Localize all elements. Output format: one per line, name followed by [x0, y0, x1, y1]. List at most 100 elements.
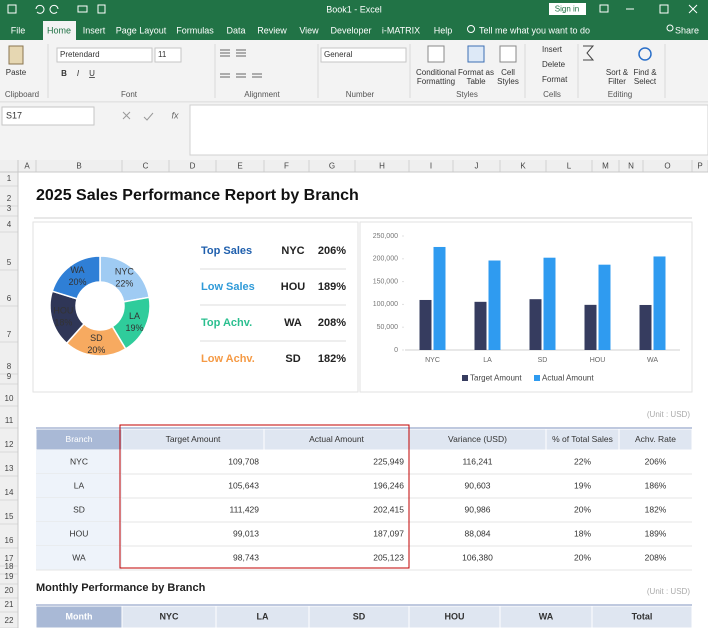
table-header: % of Total Sales [552, 434, 613, 444]
summary-label: Top Achv. [201, 317, 252, 329]
row-header[interactable]: 8 [7, 362, 12, 371]
row-header[interactable]: 14 [5, 488, 14, 497]
summary-value: 208% [318, 317, 346, 329]
table-cell: HOU [70, 528, 89, 538]
donut-category-label: NYC [115, 266, 135, 276]
column-header[interactable]: P [697, 162, 702, 171]
row-header[interactable]: 19 [5, 572, 14, 581]
ribbon-tab[interactable]: Review [257, 25, 287, 35]
column-header[interactable]: C [143, 162, 149, 171]
row-header[interactable]: 6 [7, 294, 12, 303]
section-title: Monthly Performance by Branch [36, 582, 206, 594]
ribbon-group-label: Editing [608, 90, 632, 99]
column-header[interactable]: A [24, 162, 30, 171]
font-name[interactable]: Pretendard [60, 50, 100, 59]
font-size[interactable]: 11 [158, 50, 167, 59]
row-header[interactable]: 9 [7, 372, 12, 381]
bar [434, 247, 446, 350]
row-header[interactable]: 10 [5, 394, 14, 403]
ribbon-tab[interactable]: Insert [83, 25, 106, 35]
row-header[interactable]: 2 [7, 194, 12, 203]
format-table-icon[interactable] [468, 46, 484, 62]
table-cell: 186% [645, 480, 667, 490]
ribbon-tab[interactable]: Page Layout [116, 25, 167, 35]
ribbon-tab[interactable]: File [11, 25, 26, 35]
row-header[interactable]: 1 [7, 174, 12, 183]
column-header[interactable]: J [475, 162, 479, 171]
summary-value: 189% [318, 281, 346, 293]
column-header[interactable]: D [190, 162, 196, 171]
conditional-formatting-icon[interactable] [428, 46, 444, 62]
share[interactable]: Share [675, 25, 699, 35]
sign-in[interactable]: Sign in [555, 5, 579, 14]
cells-button[interactable]: Insert [542, 45, 563, 54]
editing-button[interactable]: Filter [608, 77, 626, 86]
table-cell: 196,246 [373, 480, 404, 490]
number-format[interactable]: General [324, 50, 353, 59]
row-header[interactable]: 15 [5, 512, 14, 521]
table-cell: 225,949 [373, 456, 404, 466]
table-header: Achv. Rate [635, 434, 676, 444]
cells-button[interactable]: Delete [542, 60, 566, 69]
styles-button[interactable]: Conditional [416, 68, 456, 77]
row-header[interactable]: 11 [5, 416, 14, 425]
column-header[interactable]: L [567, 162, 572, 171]
name-box-text[interactable]: S17 [6, 110, 22, 120]
y-tick-label: 250,000 [373, 233, 398, 240]
cells-button[interactable]: Format [542, 75, 568, 84]
row-header[interactable]: 16 [5, 536, 14, 545]
styles-button[interactable]: Format as [458, 68, 494, 77]
row-header[interactable]: 5 [7, 258, 12, 267]
editing-button[interactable]: Sort & [606, 68, 629, 77]
styles-button[interactable]: Styles [497, 77, 519, 86]
paste-label[interactable]: Paste [6, 68, 27, 77]
styles-button[interactable]: Formatting [417, 77, 455, 86]
column-header[interactable]: G [329, 162, 335, 171]
font-button[interactable]: U [89, 69, 95, 78]
table-header: NYC [159, 611, 179, 621]
ribbon-tab[interactable]: Home [47, 25, 71, 35]
row-header[interactable]: 4 [7, 220, 12, 229]
row-header[interactable]: 20 [5, 586, 14, 595]
ribbon-tab[interactable]: Help [434, 25, 453, 35]
column-header[interactable]: H [379, 162, 385, 171]
column-header[interactable]: O [664, 162, 670, 171]
table-header: Month [66, 611, 93, 621]
row-header[interactable]: 12 [5, 440, 14, 449]
unit-label: (Unit : USD) [647, 587, 690, 596]
donut-category-label: WA [70, 265, 84, 275]
column-header[interactable]: B [76, 162, 81, 171]
row-header[interactable]: 7 [7, 330, 12, 339]
ribbon-tab[interactable]: Developer [330, 25, 371, 35]
fx-button[interactable]: fx [171, 110, 179, 120]
legend-label: Actual Amount [542, 374, 594, 383]
ribbon-tab[interactable]: i-MATRIX [382, 25, 420, 35]
row-header[interactable]: 21 [5, 600, 14, 609]
row-header[interactable]: 18 [5, 562, 14, 571]
column-header[interactable]: E [237, 162, 242, 171]
column-header[interactable]: N [628, 162, 634, 171]
paste-icon[interactable] [9, 46, 23, 64]
styles-button[interactable]: Table [466, 77, 486, 86]
row-header[interactable]: 13 [5, 464, 14, 473]
summary-label: Low Achv. [201, 353, 255, 365]
column-header[interactable]: M [602, 162, 609, 171]
styles-button[interactable]: Cell [501, 68, 515, 77]
row-header[interactable]: 3 [7, 204, 12, 213]
font-button[interactable]: B [61, 69, 67, 78]
column-header[interactable]: F [284, 162, 289, 171]
editing-button[interactable]: Find & [633, 68, 657, 77]
row-header[interactable]: 22 [5, 616, 14, 625]
formula-input[interactable] [190, 105, 708, 155]
cell-styles-icon[interactable] [500, 46, 516, 62]
table-header: WA [539, 611, 554, 621]
ribbon-tab[interactable]: View [299, 25, 319, 35]
tell-me[interactable]: Tell me what you want to do [479, 25, 590, 35]
ribbon-tab[interactable]: Data [226, 25, 245, 35]
column-header[interactable]: K [520, 162, 526, 171]
editing-button[interactable]: Select [634, 77, 657, 86]
table-cell: 109,708 [228, 456, 259, 466]
ribbon-tab[interactable]: Formulas [176, 25, 214, 35]
column-header[interactable]: I [430, 162, 432, 171]
